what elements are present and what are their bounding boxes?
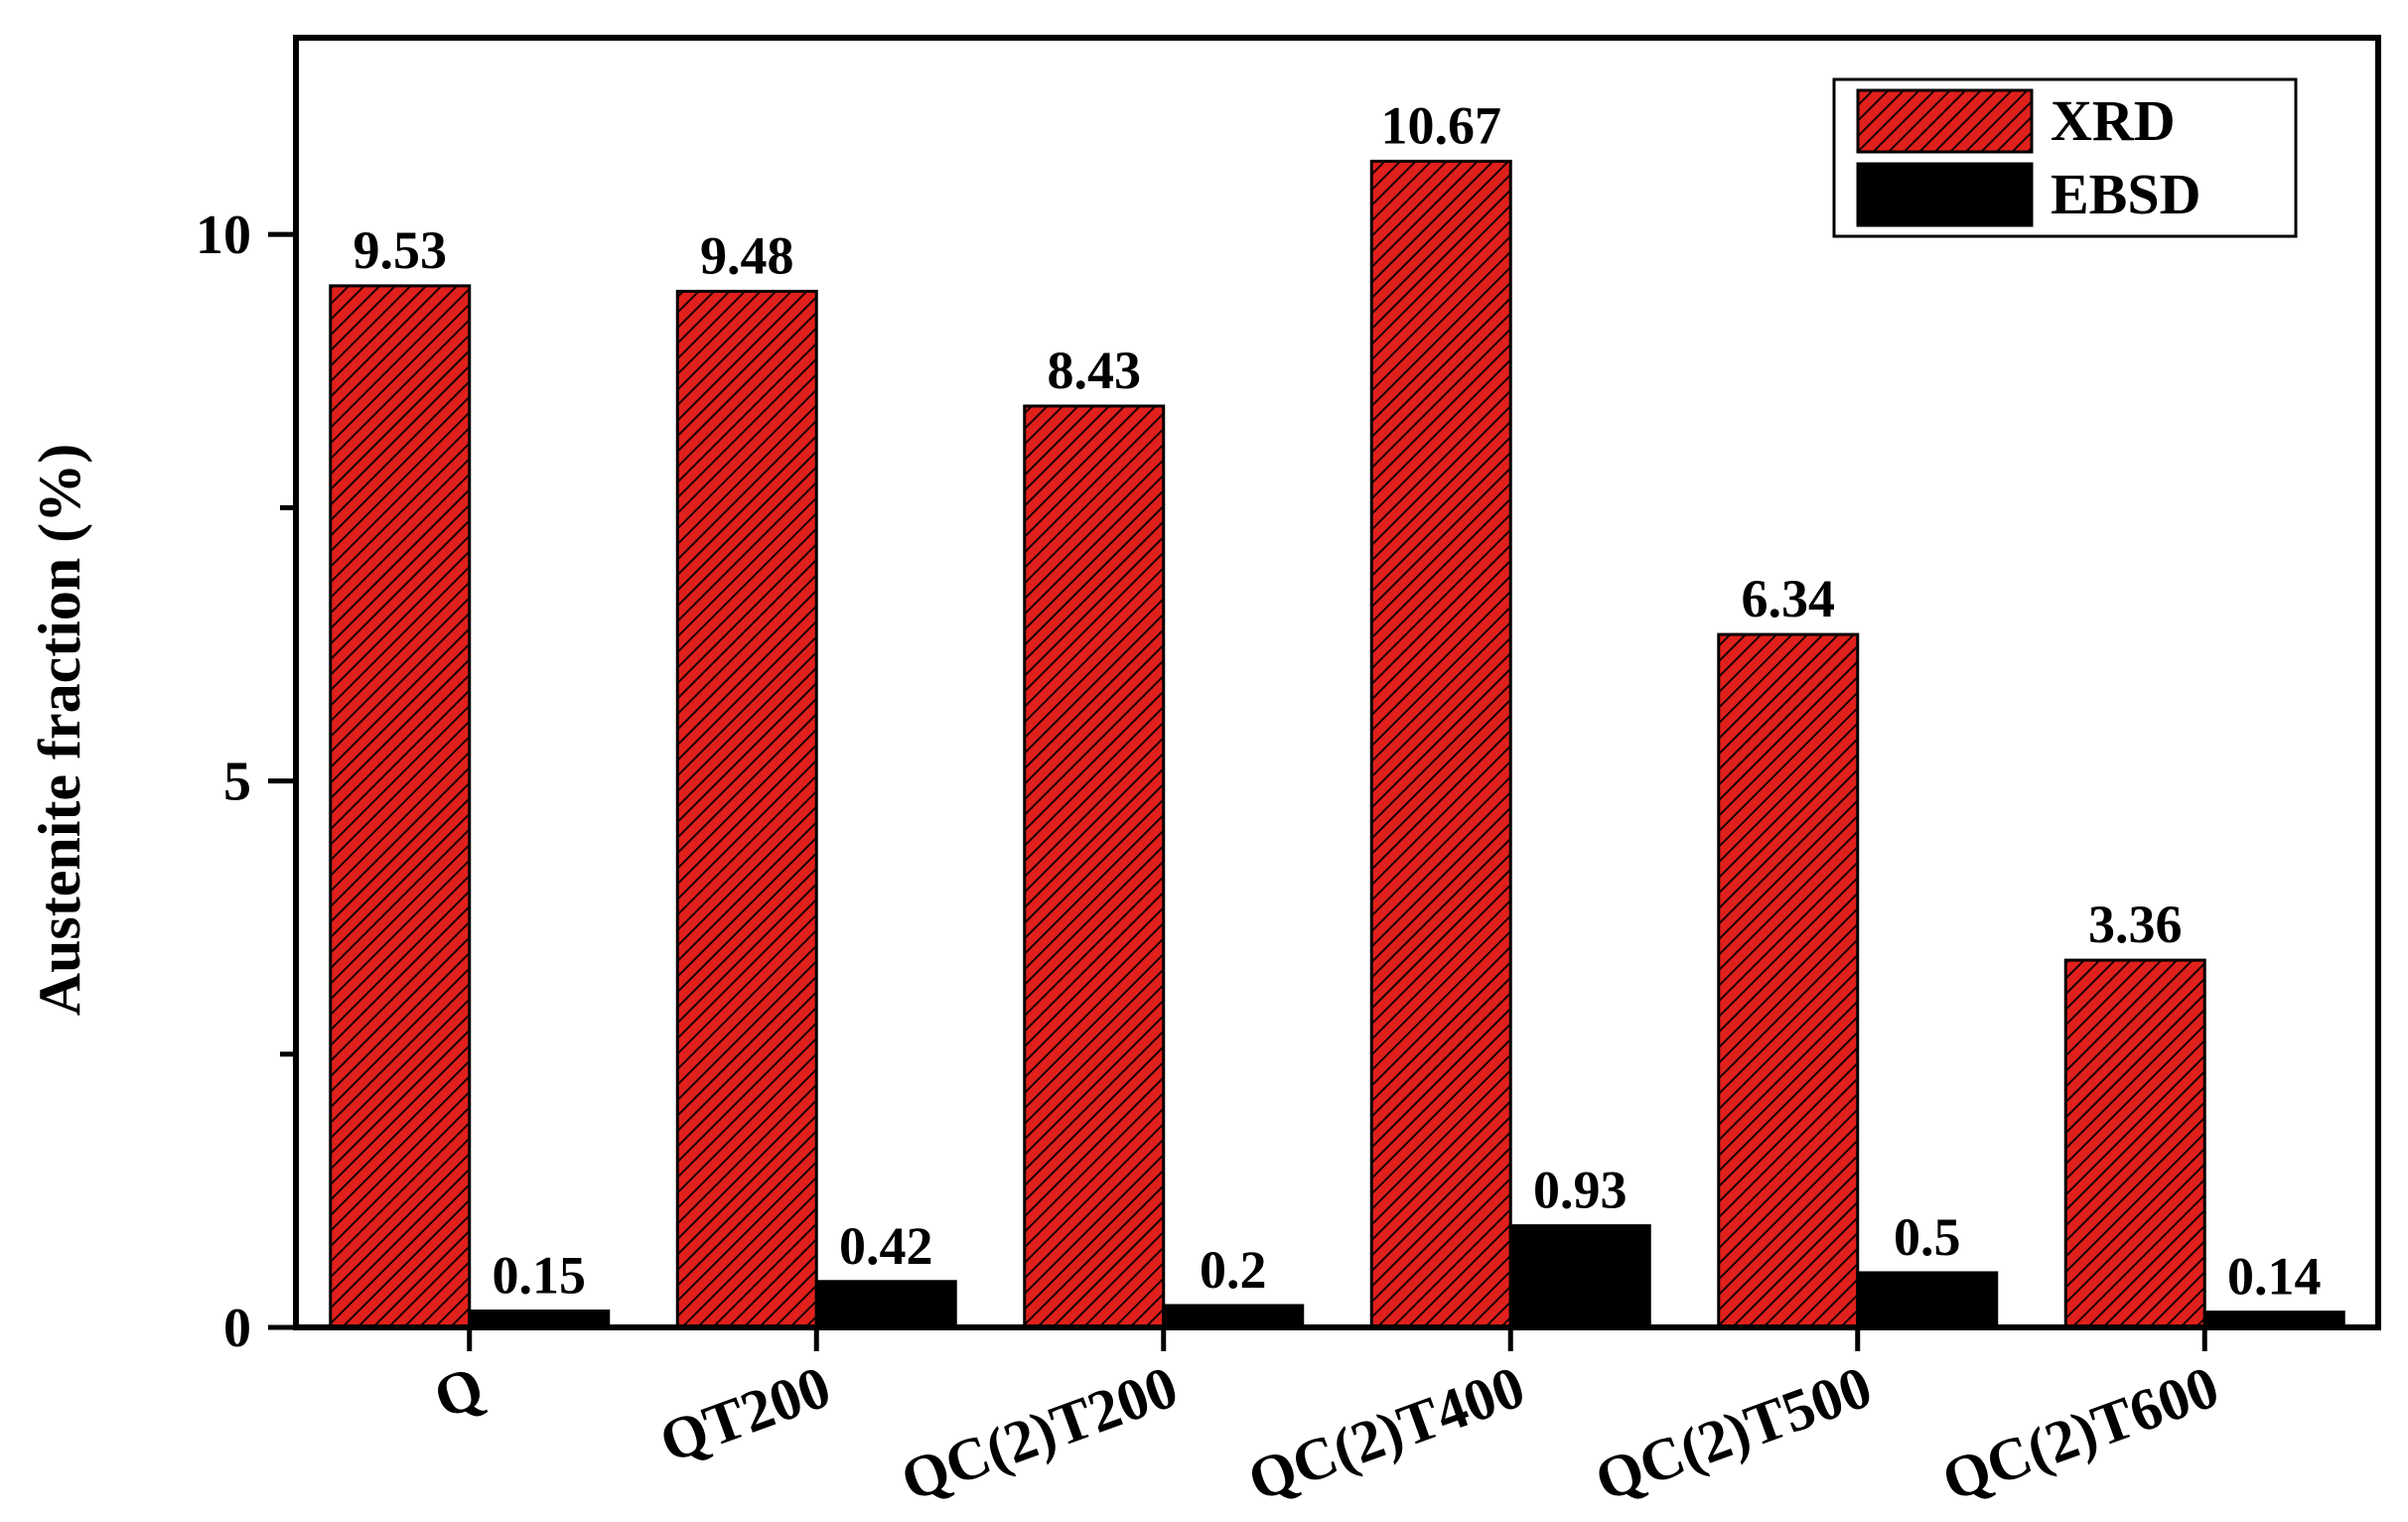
data-label-ebsd-6: 0.14	[2227, 1247, 2322, 1307]
data-label-ebsd-5: 0.5	[1894, 1207, 1961, 1267]
x-tick-label-3: QC(2)T200	[893, 1353, 1186, 1513]
y-axis-label: Austenite fraction (%)	[27, 444, 92, 1017]
x-tick-label-6: QC(2)T600	[1934, 1353, 2227, 1513]
bar-xrd-6	[2063, 958, 2206, 1329]
bar-xrd-4	[1369, 159, 1512, 1329]
legend-label-xrd: XRD	[2051, 88, 2176, 153]
x-tick-label-4: QC(2)T400	[1240, 1353, 1533, 1513]
data-label-xrd-5: 6.34	[1742, 569, 1836, 628]
legend-swatch-ebsd	[1856, 162, 2034, 227]
data-label-ebsd-3: 0.2	[1200, 1240, 1267, 1300]
x-tick-label-1: Q	[426, 1353, 492, 1431]
data-label-xrd-2: 9.48	[700, 225, 794, 285]
bar-xrd-5	[1717, 632, 1860, 1329]
legend-label-ebsd: EBSD	[2051, 162, 2201, 226]
data-label-ebsd-2: 0.42	[839, 1216, 933, 1276]
y-tick-label: 5	[223, 752, 251, 813]
data-label-ebsd-1: 0.15	[493, 1245, 587, 1305]
bar-ebsd-5	[1856, 1271, 1999, 1329]
bar-xrd-3	[1023, 404, 1166, 1329]
data-label-ebsd-4: 0.93	[1533, 1161, 1628, 1220]
x-tick-label-2: QT200	[651, 1353, 839, 1474]
bar-xrd-1	[329, 284, 472, 1329]
data-label-xrd-3: 8.43	[1048, 341, 1142, 400]
data-label-xrd-4: 10.67	[1381, 95, 1502, 155]
bar-ebsd-4	[1508, 1224, 1651, 1329]
x-tick-label-5: QC(2)T500	[1587, 1353, 1880, 1513]
data-label-xrd-1: 9.53	[354, 220, 448, 280]
data-label-xrd-6: 3.36	[2088, 895, 2183, 954]
plot-frame	[293, 35, 2381, 1330]
bar-xrd-2	[675, 289, 818, 1329]
y-tick-label: 0	[223, 1298, 251, 1359]
bar-ebsd-3	[1162, 1304, 1305, 1329]
bar-ebsd-2	[814, 1280, 957, 1329]
y-tick-label: 10	[196, 205, 251, 266]
legend-swatch-xrd	[1856, 88, 2034, 154]
